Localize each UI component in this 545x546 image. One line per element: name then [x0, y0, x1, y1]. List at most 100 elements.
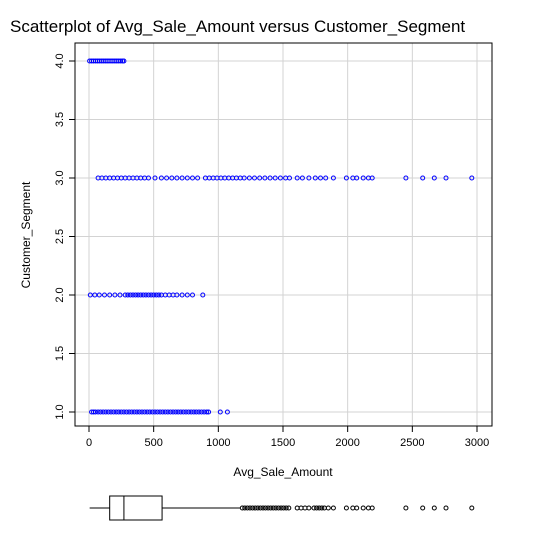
data-point	[157, 409, 163, 415]
data-point	[443, 175, 449, 181]
data-point	[169, 175, 175, 181]
x-tick-label: 2000	[335, 437, 359, 449]
data-point	[469, 175, 475, 181]
data-point	[124, 409, 129, 415]
boxplot-outlier	[403, 505, 409, 511]
data-point	[184, 292, 190, 298]
boxplot-outlier	[314, 505, 320, 511]
data-point	[138, 292, 144, 298]
data-point	[118, 58, 124, 64]
data-point	[195, 175, 201, 181]
boxplot-outlier	[252, 505, 258, 511]
data-point	[139, 409, 145, 415]
data-point	[151, 292, 157, 298]
boxplot-outlier	[325, 505, 331, 511]
data-point	[299, 175, 305, 181]
data-point	[125, 292, 131, 298]
data-point	[108, 409, 114, 415]
y-tick-label: 1.0	[54, 404, 66, 419]
boxplot-outlier	[244, 505, 250, 511]
data-point	[360, 175, 366, 181]
data-point	[121, 409, 127, 415]
boxplot-outlier	[360, 505, 366, 511]
data-point	[164, 175, 170, 181]
boxplot-outlier	[242, 505, 248, 511]
boxplot-outlier	[278, 505, 284, 511]
y-tick-label: 3.5	[54, 112, 66, 127]
data-point	[312, 175, 318, 181]
data-point	[257, 175, 263, 181]
data-point	[168, 409, 173, 415]
data-point	[262, 175, 268, 181]
boxplot-outlier	[469, 505, 475, 511]
boxplot-outlier	[268, 505, 274, 511]
x-axis-label: Avg_Sale_Amount	[233, 465, 333, 479]
data-point	[369, 175, 375, 181]
x-axis: 0 500 1000 1500 2000 2500 3000	[86, 426, 489, 449]
data-point	[142, 409, 148, 415]
boxplot-outlier	[306, 505, 312, 511]
data-point	[129, 409, 135, 415]
data-point	[107, 292, 113, 298]
boxplot-outlier	[281, 505, 287, 511]
boxplot	[89, 495, 475, 521]
data-point	[190, 175, 195, 181]
y-axis: 1.0 1.5 2.0 2.5 3.0 3.5 4.0	[54, 53, 75, 420]
data-point	[191, 409, 197, 415]
data-point	[183, 409, 189, 415]
boxplot-outlier	[354, 505, 360, 511]
boxplot-outlier	[257, 505, 263, 511]
data-point	[354, 175, 360, 181]
data-point	[174, 175, 180, 181]
boxplot-outlier	[250, 505, 256, 511]
data-point	[118, 409, 124, 415]
data-point	[431, 175, 437, 181]
boxplot-outlier	[443, 505, 449, 511]
data-point	[170, 409, 176, 415]
data-point	[112, 292, 118, 298]
boxplot-outlier	[247, 505, 253, 511]
data-point	[403, 175, 409, 181]
data-point	[186, 409, 192, 415]
data-point	[178, 409, 184, 415]
data-point	[224, 409, 230, 415]
data-point	[117, 292, 123, 298]
boxplot-outlier	[286, 505, 292, 511]
data-point	[93, 409, 98, 415]
boxplot-box	[109, 495, 163, 521]
data-point	[204, 409, 210, 415]
data-point	[116, 409, 122, 415]
data-point	[149, 409, 155, 415]
data-point	[160, 409, 166, 415]
data-point	[162, 409, 168, 415]
data-point	[200, 292, 206, 298]
data-point	[184, 175, 190, 181]
data-point	[294, 175, 300, 181]
boxplot-outlier	[265, 505, 271, 511]
data-point	[121, 58, 127, 64]
data-point	[330, 175, 336, 181]
boxplot-outlier	[273, 505, 279, 511]
data-point	[323, 175, 329, 181]
data-point	[156, 292, 162, 298]
data-point	[146, 175, 151, 181]
boxplot-outlier	[283, 505, 289, 511]
data-point	[133, 292, 139, 298]
data-point	[196, 409, 202, 415]
y-tick-label: 2.5	[54, 229, 66, 244]
boxplot-outlier	[239, 505, 245, 511]
data-point	[152, 409, 158, 415]
data-point	[126, 409, 132, 415]
grid-lines	[75, 43, 492, 426]
boxplot-outlier	[431, 505, 437, 511]
data-point	[174, 292, 180, 298]
data-point	[100, 409, 106, 415]
data-point	[155, 409, 160, 415]
data-point	[127, 292, 133, 298]
boxplot-outlier	[319, 505, 325, 511]
data-point	[175, 409, 181, 415]
data-point	[146, 292, 151, 298]
data-point	[158, 175, 164, 181]
data-point	[135, 292, 141, 298]
